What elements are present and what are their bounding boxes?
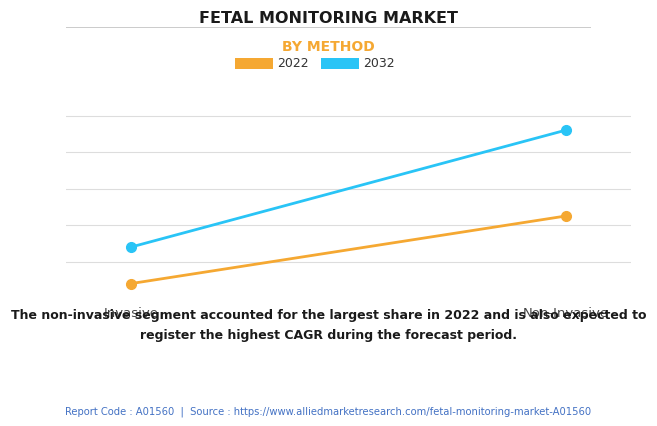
Text: 2022: 2022 bbox=[277, 57, 309, 70]
Text: FETAL MONITORING MARKET: FETAL MONITORING MARKET bbox=[199, 11, 458, 26]
Text: Report Code : A01560  |  Source : https://www.alliedmarketresearch.com/fetal-mon: Report Code : A01560 | Source : https://… bbox=[66, 407, 591, 417]
Text: 2032: 2032 bbox=[363, 57, 394, 70]
Text: The non-invasive segment accounted for the largest share in 2022 and is also exp: The non-invasive segment accounted for t… bbox=[11, 309, 646, 342]
Text: BY METHOD: BY METHOD bbox=[282, 40, 375, 55]
